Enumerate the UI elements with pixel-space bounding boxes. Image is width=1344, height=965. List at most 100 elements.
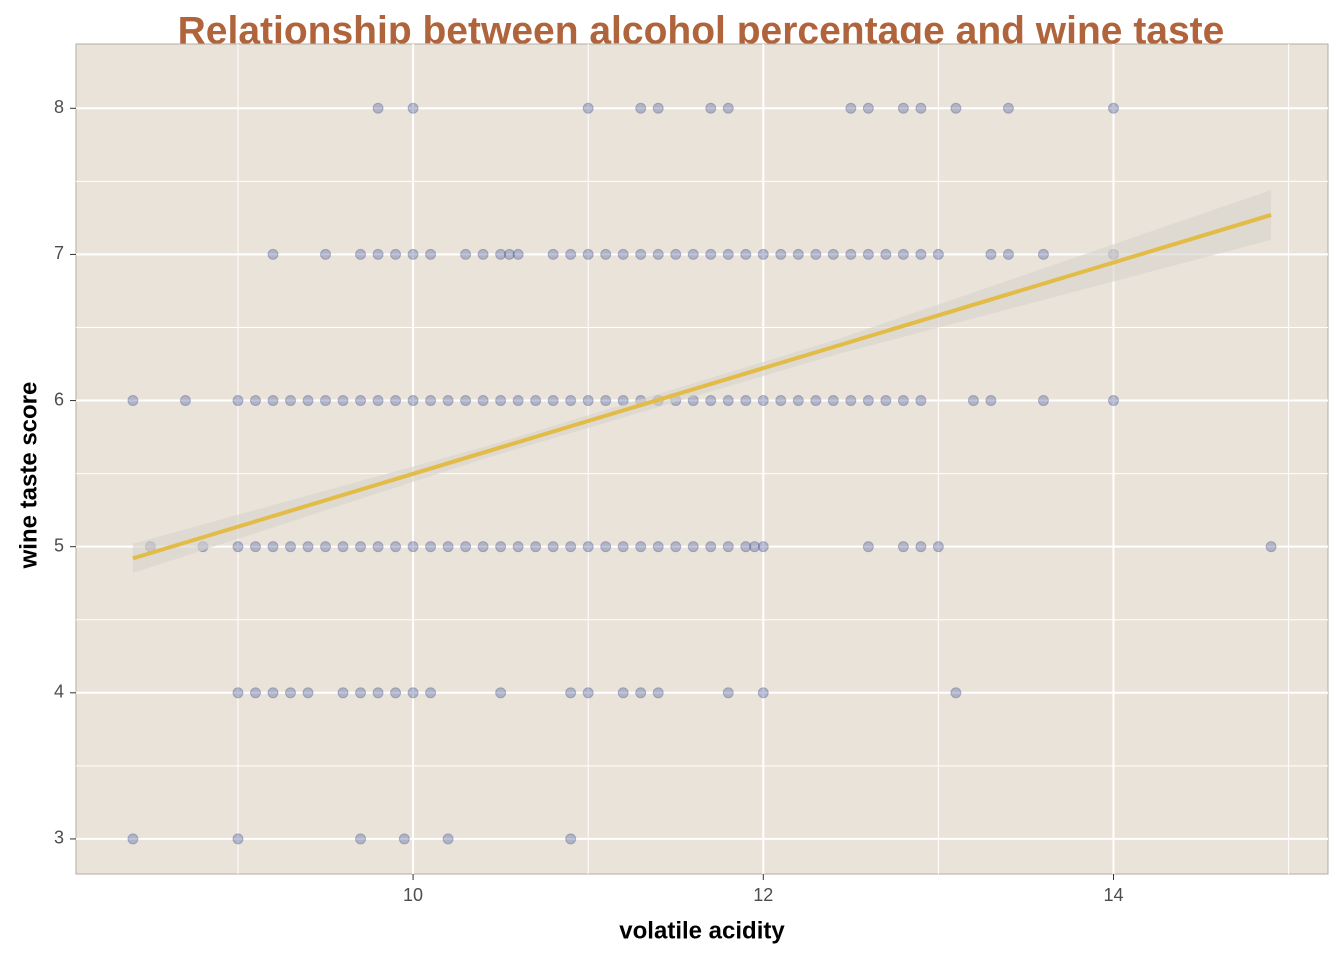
point bbox=[249, 541, 261, 553]
point bbox=[530, 541, 542, 553]
point bbox=[442, 833, 454, 845]
point bbox=[617, 541, 629, 553]
point bbox=[372, 102, 384, 114]
point bbox=[985, 395, 997, 407]
point bbox=[232, 687, 244, 699]
x-axis-title: volatile acidity bbox=[619, 917, 785, 944]
point bbox=[407, 248, 419, 260]
point bbox=[705, 395, 717, 407]
point bbox=[635, 248, 647, 260]
point bbox=[302, 395, 314, 407]
point bbox=[460, 541, 472, 553]
point bbox=[862, 541, 874, 553]
x-tick-label: 10 bbox=[403, 885, 423, 905]
point bbox=[267, 687, 279, 699]
point bbox=[722, 102, 734, 114]
point bbox=[670, 541, 682, 553]
point bbox=[740, 395, 752, 407]
point bbox=[477, 395, 489, 407]
point bbox=[582, 248, 594, 260]
point bbox=[705, 248, 717, 260]
point bbox=[355, 395, 367, 407]
y-tick-label: 4 bbox=[54, 682, 64, 702]
point bbox=[495, 395, 507, 407]
point bbox=[950, 102, 962, 114]
point bbox=[390, 248, 402, 260]
point bbox=[372, 687, 384, 699]
point bbox=[285, 395, 297, 407]
point bbox=[915, 395, 927, 407]
point bbox=[565, 541, 577, 553]
point bbox=[600, 395, 612, 407]
y-tick-label: 5 bbox=[54, 535, 64, 555]
point bbox=[722, 395, 734, 407]
point bbox=[407, 687, 419, 699]
point bbox=[775, 395, 787, 407]
point bbox=[267, 248, 279, 260]
point bbox=[757, 395, 769, 407]
point bbox=[512, 248, 524, 260]
point bbox=[355, 541, 367, 553]
point bbox=[442, 541, 454, 553]
point bbox=[932, 541, 944, 553]
confidence-band bbox=[132, 190, 1272, 573]
point bbox=[1037, 395, 1049, 407]
point bbox=[495, 541, 507, 553]
point bbox=[442, 395, 454, 407]
point bbox=[810, 248, 822, 260]
point bbox=[460, 248, 472, 260]
point bbox=[897, 541, 909, 553]
point bbox=[582, 102, 594, 114]
point bbox=[845, 395, 857, 407]
point bbox=[652, 687, 664, 699]
point bbox=[705, 541, 717, 553]
point bbox=[670, 248, 682, 260]
point bbox=[705, 102, 717, 114]
point bbox=[722, 541, 734, 553]
point bbox=[547, 395, 559, 407]
point bbox=[337, 687, 349, 699]
point bbox=[398, 833, 410, 845]
y-tick-label: 8 bbox=[54, 97, 64, 117]
point bbox=[390, 395, 402, 407]
point bbox=[390, 541, 402, 553]
point bbox=[635, 541, 647, 553]
point bbox=[565, 687, 577, 699]
point bbox=[880, 395, 892, 407]
point bbox=[267, 395, 279, 407]
point bbox=[249, 687, 261, 699]
point bbox=[757, 541, 769, 553]
point bbox=[503, 248, 515, 260]
point bbox=[827, 248, 839, 260]
point bbox=[477, 541, 489, 553]
point bbox=[495, 248, 507, 260]
point bbox=[127, 395, 139, 407]
point bbox=[565, 248, 577, 260]
point bbox=[512, 541, 524, 553]
point bbox=[722, 687, 734, 699]
point bbox=[600, 248, 612, 260]
point bbox=[302, 687, 314, 699]
point bbox=[915, 248, 927, 260]
point bbox=[127, 833, 139, 845]
point bbox=[862, 248, 874, 260]
point bbox=[1002, 102, 1014, 114]
point bbox=[267, 541, 279, 553]
point bbox=[547, 248, 559, 260]
y-tick-label: 3 bbox=[54, 828, 64, 848]
point bbox=[460, 395, 472, 407]
point bbox=[617, 248, 629, 260]
point bbox=[320, 248, 332, 260]
point bbox=[845, 248, 857, 260]
x-tick-label: 14 bbox=[1103, 885, 1123, 905]
point bbox=[985, 248, 997, 260]
point bbox=[950, 687, 962, 699]
y-axis-title: wine taste score bbox=[15, 382, 42, 570]
point bbox=[1265, 541, 1277, 553]
point bbox=[1037, 248, 1049, 260]
point bbox=[232, 395, 244, 407]
point bbox=[775, 248, 787, 260]
point bbox=[582, 541, 594, 553]
point bbox=[757, 687, 769, 699]
